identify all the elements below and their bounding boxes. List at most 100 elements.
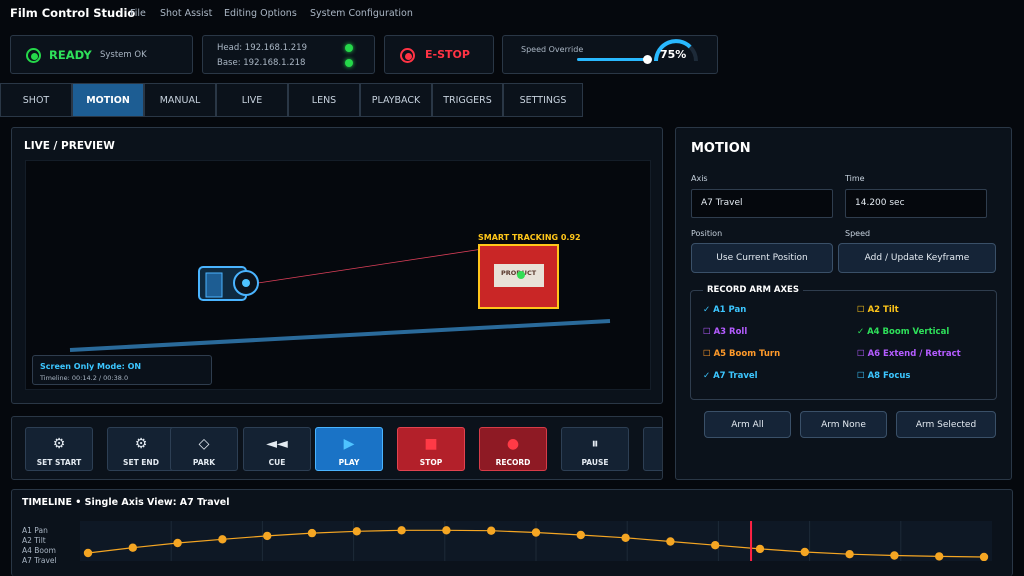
timeline-keyframe — [531, 528, 541, 537]
cue-button[interactable]: ◄◄ CUE — [243, 427, 311, 471]
pause-icon: ⏸ — [591, 436, 599, 452]
tracking-point-icon — [517, 271, 525, 279]
timeline-panel: TIMELINE • Single Axis View: A7 Travel A… — [11, 489, 1013, 576]
arm-selected-button[interactable]: Arm Selected — [896, 411, 996, 438]
timeline-axis-label: A7 Travel — [22, 556, 57, 565]
axis-arm-toggle[interactable]: ✓ A7 Travel — [703, 371, 758, 381]
tab-shot[interactable]: SHOT — [0, 83, 72, 117]
tab-manual[interactable]: MANUAL — [144, 83, 216, 117]
ready-indicator-icon — [26, 48, 41, 63]
menu-system-configuration[interactable]: System Configuration — [310, 8, 413, 19]
stop-button[interactable]: ■ STOP — [397, 427, 465, 471]
axis-label: Axis — [691, 174, 708, 183]
timeline-title: TIMELINE • Single Axis View: A7 Travel — [22, 497, 230, 508]
transport-controls: ⚙ SET START ⚙ SET END ◇ PARK ◄◄ CUE ▶ PLAY ■ STOP ● R… — [11, 416, 663, 480]
timeline-keyframe — [755, 544, 765, 554]
timeline-keyframe — [352, 527, 361, 536]
estop-icon — [400, 48, 415, 63]
goto-icon: ⇥ — [644, 436, 662, 452]
timeline-keyframe — [621, 533, 630, 542]
tab-live[interactable]: LIVE — [216, 83, 288, 117]
preview-viewport[interactable]: SMART TRACKING 0.92 PRODUCT — [25, 160, 651, 390]
timeline-keyframe — [173, 538, 182, 548]
use-current-position-button[interactable]: Use Current Position — [691, 243, 833, 273]
tab-playback[interactable]: PLAYBACK — [360, 83, 432, 117]
add-update-keyframe-button[interactable]: Add / Update Keyframe — [838, 243, 996, 273]
tab-motion[interactable]: MOTION — [72, 83, 144, 117]
record-arm-title: RECORD ARM AXES — [703, 285, 803, 295]
head-ip: Head: 192.168.1.219 — [217, 43, 307, 53]
speed-slider-track[interactable] — [577, 58, 647, 61]
speed-override-value: 75% — [660, 48, 687, 61]
menu-file[interactable]: File — [130, 8, 146, 19]
set-start-button[interactable]: ⚙ SET START — [25, 427, 93, 471]
tab-triggers[interactable]: TRIGGERS — [432, 83, 503, 117]
screen-mode-box: Screen Only Mode: ON Timeline: 00:14.2 /… — [32, 355, 212, 385]
time-label: Time — [845, 174, 865, 183]
axis-arm-toggle[interactable]: ☐ A8 Focus — [857, 371, 911, 381]
pause-button[interactable]: ⏸ PAUSE — [561, 427, 629, 471]
axis-arm-toggle[interactable]: ☐ A3 Roll — [703, 327, 748, 337]
head-connection-icon — [345, 44, 353, 52]
transport-button-label: CUE — [268, 458, 286, 467]
transport-button-label: PLAY — [338, 458, 360, 467]
stop-icon: ■ — [424, 436, 438, 452]
set-end-button[interactable]: ⚙ SET END — [107, 427, 175, 471]
tab-settings[interactable]: SETTINGS — [503, 83, 583, 117]
time-input[interactable]: 14.200 sec — [845, 189, 987, 218]
transport-button-label: PARK — [192, 458, 216, 467]
timeline-keyframe — [935, 552, 944, 561]
axis-arm-toggle[interactable]: ☐ A5 Boom Turn — [703, 349, 781, 359]
timeline-keyframe — [845, 550, 854, 559]
connection-panel: Head: 192.168.1.219 Base: 192.168.1.218 — [202, 35, 375, 74]
axis-arm-toggle[interactable]: ☐ A2 Tilt — [857, 305, 899, 315]
tracking-target-box[interactable]: PRODUCT — [478, 244, 559, 309]
timeline-keyframe — [218, 535, 227, 544]
axis-arm-toggle[interactable]: ☐ A6 Extend / Retract — [857, 349, 961, 359]
gear-icon: ⚙ — [52, 436, 66, 452]
timeline-keyframe — [487, 526, 496, 535]
position-label: Position — [691, 229, 723, 238]
timeline-keyframe — [397, 526, 406, 535]
axis-arm-toggle[interactable]: ✓ A1 Pan — [703, 305, 747, 315]
timeline-time-readout: Timeline: 00:14.2 / 00:38.0 — [40, 374, 129, 382]
speed-label: Speed — [845, 229, 871, 238]
rail-track — [69, 319, 611, 352]
go-to-button[interactable]: ⇥ GO TO — [643, 427, 662, 471]
speed-override-label: Speed Override — [521, 45, 584, 54]
speed-override-panel: Speed Override 75% — [502, 35, 718, 74]
system-status-text: System OK — [100, 50, 147, 60]
estop-button[interactable]: E-STOP — [384, 35, 494, 74]
speed-slider-handle[interactable] — [643, 55, 652, 64]
record-button[interactable]: ● RECORD — [479, 427, 547, 471]
timeline-keyframe — [442, 526, 451, 535]
base-ip: Base: 192.168.1.218 — [217, 58, 306, 68]
timeline-keyframe — [128, 543, 137, 552]
base-connection-icon — [345, 59, 353, 67]
park-button[interactable]: ◇ PARK — [170, 427, 238, 471]
transport-button-label: SET END — [123, 458, 159, 467]
timeline-keyframe — [711, 541, 720, 550]
timeline-axis-label: A4 Boom — [22, 546, 56, 555]
menu-editing-options[interactable]: Editing Options — [224, 8, 297, 19]
record-icon: ● — [506, 436, 520, 452]
status-ready-panel: READY System OK — [10, 35, 193, 74]
play-icon: ▶ — [343, 436, 355, 452]
play-button[interactable]: ▶ PLAY — [315, 427, 383, 471]
preview-scene — [69, 244, 611, 352]
timeline-axis-label: A1 Pan — [22, 526, 48, 535]
arm-all-button[interactable]: Arm All — [704, 411, 791, 438]
tab-lens[interactable]: LENS — [288, 83, 360, 117]
motion-title: MOTION — [691, 141, 751, 156]
timeline-axis-label: A2 Tilt — [22, 536, 46, 545]
menu-shot-assist[interactable]: Shot Assist — [160, 8, 213, 19]
preview-title: LIVE / PREVIEW — [24, 140, 115, 152]
axis-select[interactable]: A7 Travel — [691, 189, 833, 218]
diamond-icon: ◇ — [198, 436, 210, 452]
timeline-graph[interactable] — [80, 521, 992, 561]
axis-arm-toggle[interactable]: ✓ A4 Boom Vertical — [857, 327, 950, 337]
ready-label: READY — [49, 48, 92, 62]
arm-none-button[interactable]: Arm None — [800, 411, 887, 438]
transport-button-label: STOP — [419, 458, 443, 467]
estop-label: E-STOP — [425, 48, 470, 61]
